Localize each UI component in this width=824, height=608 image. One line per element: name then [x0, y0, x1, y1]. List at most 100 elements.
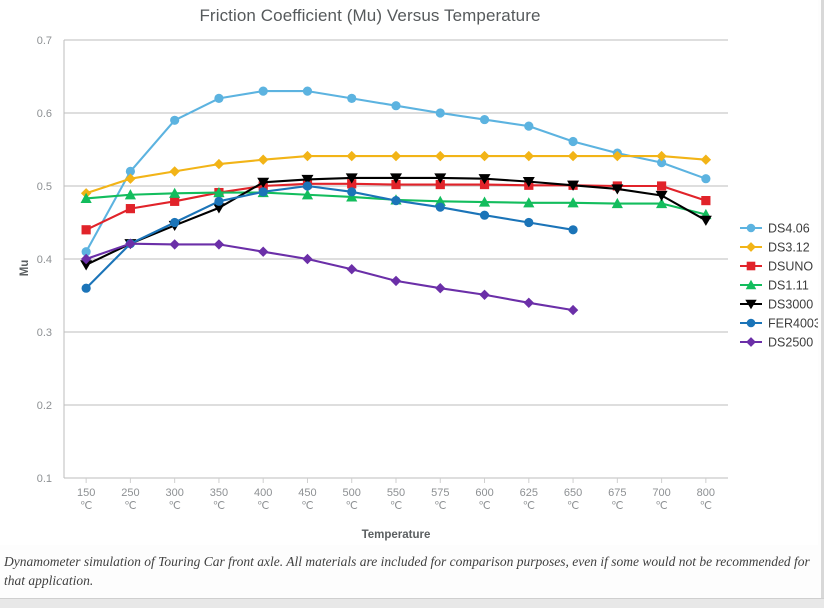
data-point	[170, 196, 180, 206]
data-point	[435, 283, 446, 294]
data-point	[479, 114, 490, 125]
data-point	[701, 174, 711, 184]
data-point	[170, 115, 180, 125]
data-point	[479, 210, 490, 220]
data-point	[124, 189, 136, 200]
data-point	[346, 150, 357, 162]
chart-caption: Dynamometer simulation of Touring Car fr…	[4, 554, 810, 588]
x-axis-tick-unit: ℃	[523, 500, 535, 512]
bottom-bar	[0, 598, 824, 608]
data-point	[657, 158, 667, 168]
data-point	[125, 238, 136, 249]
data-point	[479, 289, 490, 300]
y-axis-tick-label: 0.4	[37, 254, 52, 266]
data-point	[80, 260, 93, 271]
legend-item-label: DS4.06	[768, 222, 810, 236]
data-point	[745, 299, 757, 310]
data-point	[301, 174, 314, 186]
data-point	[302, 253, 313, 265]
legend-item-label: FER4003	[768, 317, 818, 331]
data-point	[567, 304, 579, 316]
x-axis-tick-label: 625	[520, 487, 538, 499]
data-point	[258, 187, 268, 197]
y-axis-title: Mu	[19, 260, 31, 277]
data-point	[390, 275, 402, 287]
data-point	[302, 150, 313, 162]
legend-item-ds3-12[interactable]	[738, 238, 818, 256]
legend-item-ds3000[interactable]	[738, 295, 818, 313]
legend-item-ds2500[interactable]	[738, 333, 818, 351]
data-point	[568, 225, 578, 235]
y-axis-tick-label: 0.6	[37, 108, 52, 120]
legend-item-label: DSUNO	[768, 260, 813, 274]
data-point	[524, 121, 534, 131]
x-axis-tick-unit: ℃	[567, 500, 579, 512]
series-ds2500	[80, 238, 579, 316]
data-point	[125, 166, 135, 176]
data-point	[611, 184, 624, 195]
data-point	[80, 192, 92, 204]
data-point	[212, 203, 225, 214]
x-axis-title: Temperature	[362, 529, 431, 541]
data-point	[213, 186, 225, 198]
data-point	[391, 179, 401, 190]
data-point	[347, 93, 357, 103]
data-point	[391, 196, 401, 206]
y-axis-tick-label: 0.7	[37, 35, 52, 47]
data-point	[567, 180, 580, 191]
data-point	[435, 108, 445, 118]
x-axis-tick-label: 150	[77, 487, 95, 499]
x-axis-tick-unit: ℃	[655, 500, 667, 512]
data-point	[746, 261, 756, 271]
data-point	[302, 86, 313, 96]
data-point	[258, 246, 269, 257]
x-axis-tick-unit: ℃	[80, 500, 92, 512]
data-point	[346, 191, 358, 202]
data-point	[81, 247, 91, 257]
x-axis-tick-unit: ℃	[700, 500, 712, 512]
y-axis-tick-label: 0.5	[37, 181, 52, 193]
x-axis-tick-unit: ℃	[168, 500, 180, 512]
data-point	[567, 197, 579, 208]
data-point	[656, 197, 668, 209]
series-line	[85, 184, 575, 290]
x-axis-tick-label: 350	[210, 487, 228, 499]
data-point	[302, 181, 313, 191]
data-point	[125, 204, 135, 214]
data-point	[746, 242, 756, 252]
data-point	[169, 166, 180, 177]
data-point	[391, 101, 401, 111]
data-point	[701, 196, 711, 206]
x-axis-tick-unit: ℃	[478, 500, 490, 512]
x-axis-tick-unit: ℃	[346, 500, 358, 512]
data-point	[746, 337, 756, 347]
data-point	[435, 202, 445, 212]
x-axis-tick-unit: ℃	[434, 500, 446, 512]
data-point	[746, 223, 756, 233]
x-axis-tick-unit: ℃	[257, 500, 269, 512]
legend-item-ds4-06[interactable]	[738, 219, 818, 237]
x-axis-tick-unit: ℃	[390, 500, 402, 512]
series-ds3-12	[80, 150, 712, 199]
data-point	[612, 150, 623, 162]
data-point	[258, 154, 269, 165]
x-axis-tick-unit: ℃	[611, 500, 623, 512]
legend-item-fer4003[interactable]	[738, 314, 818, 332]
legend-item-ds1-11[interactable]	[738, 276, 818, 294]
line-chart-svg: 0.10.20.30.40.50.60.7Mu150℃250℃300℃350℃4…	[19, 35, 818, 541]
data-point	[611, 197, 623, 209]
y-axis-tick-label: 0.1	[37, 473, 52, 485]
x-axis-tick-label: 700	[652, 487, 670, 499]
data-point	[478, 196, 491, 207]
x-axis-tick-label: 500	[343, 487, 361, 499]
data-point	[478, 174, 491, 185]
data-point	[169, 239, 180, 250]
data-point	[435, 150, 446, 162]
x-axis-tick-label: 550	[387, 487, 405, 499]
data-point	[434, 195, 446, 206]
data-point	[567, 150, 579, 162]
page-title: Friction Coefficient (Mu) Versus Tempera…	[199, 6, 541, 25]
legend-item-dsuno[interactable]	[738, 257, 818, 275]
y-axis-tick-label: 0.3	[37, 327, 52, 339]
